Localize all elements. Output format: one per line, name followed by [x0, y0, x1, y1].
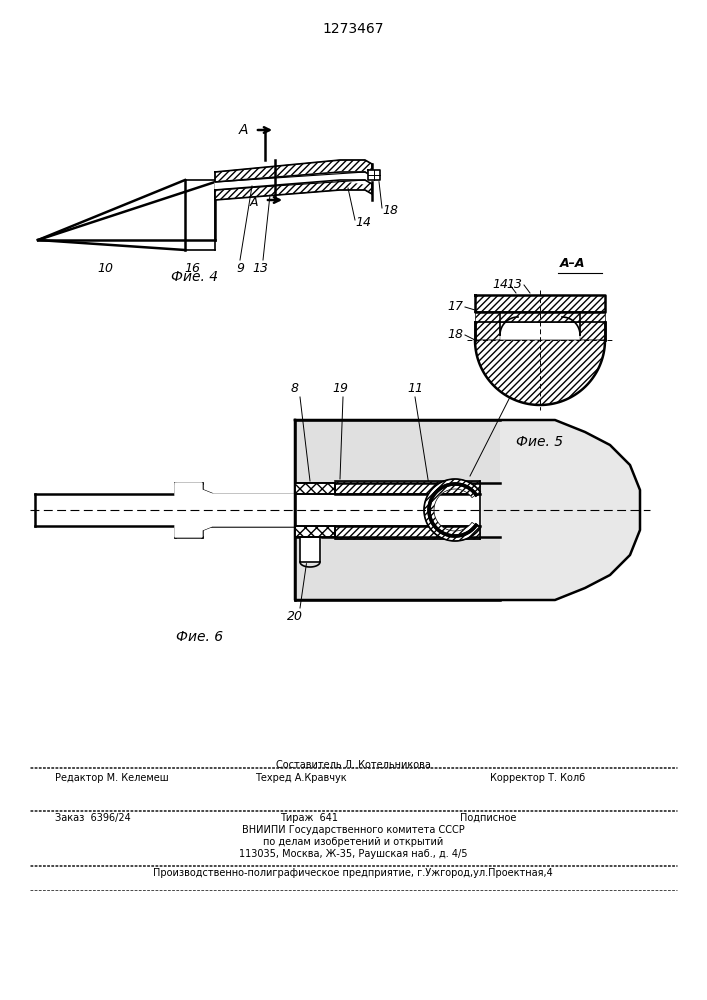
Text: Фие. 5: Фие. 5 [516, 435, 563, 449]
Polygon shape [475, 312, 605, 322]
Polygon shape [475, 295, 605, 312]
Text: 16: 16 [184, 262, 200, 275]
Text: 18: 18 [447, 328, 463, 342]
Polygon shape [295, 537, 500, 600]
Polygon shape [215, 180, 372, 200]
Polygon shape [185, 180, 215, 250]
Text: 17: 17 [447, 300, 463, 314]
Text: 1273467: 1273467 [322, 22, 384, 36]
Polygon shape [335, 526, 480, 539]
Text: Тираж  641: Тираж 641 [280, 813, 338, 823]
Polygon shape [38, 182, 215, 250]
Text: 20: 20 [287, 610, 303, 623]
Text: Составитель Л. Котельникова: Составитель Л. Котельникова [276, 760, 431, 770]
Polygon shape [295, 526, 335, 537]
Text: 13: 13 [252, 262, 268, 275]
Polygon shape [215, 172, 372, 190]
Text: А–А: А–А [560, 257, 585, 270]
Text: 14: 14 [492, 278, 508, 292]
Polygon shape [580, 322, 605, 340]
Polygon shape [175, 483, 295, 537]
Polygon shape [335, 481, 480, 494]
Polygon shape [295, 420, 500, 483]
Text: 11: 11 [407, 382, 423, 395]
Polygon shape [368, 170, 380, 180]
Polygon shape [475, 340, 605, 405]
Polygon shape [295, 494, 480, 526]
Polygon shape [300, 537, 320, 562]
Polygon shape [215, 160, 372, 182]
Text: 14: 14 [355, 216, 371, 229]
Text: Техред А.Кравчук: Техред А.Кравчук [255, 773, 346, 783]
Text: 9: 9 [236, 262, 244, 275]
Text: А: А [250, 196, 258, 210]
Text: 10: 10 [97, 262, 113, 275]
Text: Подписное: Подписное [460, 813, 516, 823]
Text: 8: 8 [291, 382, 299, 395]
Polygon shape [35, 494, 175, 526]
Polygon shape [475, 322, 500, 340]
Polygon shape [38, 180, 185, 250]
Polygon shape [295, 494, 480, 526]
Text: ВНИИПИ Государственного комитета СССР: ВНИИПИ Государственного комитета СССР [242, 825, 464, 835]
Polygon shape [424, 479, 480, 541]
Text: 19: 19 [332, 382, 348, 395]
Text: Производственно-полиграфическое предприятие, г.Ужгород,ул.Проектная,4: Производственно-полиграфическое предприя… [153, 868, 553, 878]
Text: А: А [238, 123, 248, 137]
Text: Заказ  6396/24: Заказ 6396/24 [55, 813, 131, 823]
Text: Корректор Т. Колб: Корректор Т. Колб [490, 773, 585, 783]
Polygon shape [295, 483, 335, 494]
Polygon shape [295, 420, 640, 600]
Text: по делам изобретений и открытий: по делам изобретений и открытий [263, 837, 443, 847]
Text: 13: 13 [506, 278, 522, 292]
Text: 15: 15 [502, 382, 518, 395]
Text: 113035, Москва, Ж-35, Раушская наб., д. 4/5: 113035, Москва, Ж-35, Раушская наб., д. … [239, 849, 467, 859]
Text: 18: 18 [382, 204, 398, 217]
Text: Фие. 4: Фие. 4 [171, 270, 218, 284]
Text: Фие. 6: Фие. 6 [177, 630, 223, 644]
Text: Редактор М. Келемеш: Редактор М. Келемеш [55, 773, 169, 783]
